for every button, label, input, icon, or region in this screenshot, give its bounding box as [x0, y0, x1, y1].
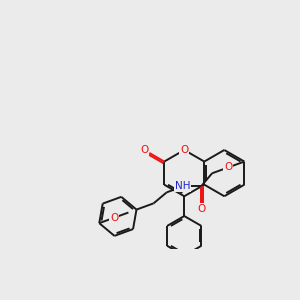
Text: O: O	[197, 204, 205, 214]
Text: O: O	[180, 145, 188, 155]
Text: O: O	[110, 213, 118, 223]
Text: O: O	[140, 145, 148, 155]
Text: NH: NH	[175, 182, 190, 191]
Text: O: O	[224, 162, 232, 172]
